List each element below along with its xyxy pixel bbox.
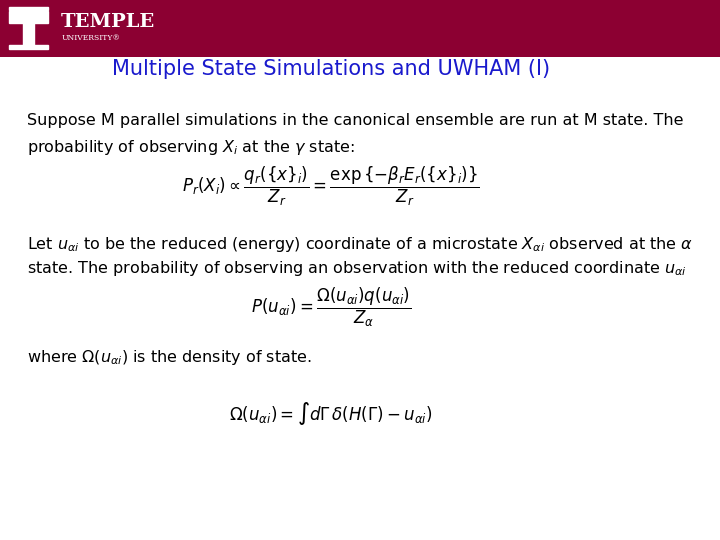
Text: $P_r(X_i)\propto\dfrac{q_r(\{x\}_i)}{Z_r} = \dfrac{\exp\{-\beta_r E_r(\{x\}_i)\}: $P_r(X_i)\propto\dfrac{q_r(\{x\}_i)}{Z_r… <box>182 165 480 208</box>
Text: $P(u_{\alpha i}) = \dfrac{\Omega(u_{\alpha i})q(u_{\alpha i})}{Z_\alpha}$: $P(u_{\alpha i}) = \dfrac{\Omega(u_{\alp… <box>251 286 411 329</box>
Bar <box>22 23 35 48</box>
Text: probability of observing $X_i$ at the $\gamma$ state:: probability of observing $X_i$ at the $\… <box>27 138 356 157</box>
Bar <box>9 11 48 23</box>
Text: TEMPLE: TEMPLE <box>61 13 156 31</box>
Bar <box>9 45 48 49</box>
Text: Suppose M parallel simulations in the canonical ensemble are run at M state. The: Suppose M parallel simulations in the ca… <box>27 113 684 129</box>
Text: where $\Omega(u_{\alpha i})$ is the density of state.: where $\Omega(u_{\alpha i})$ is the dens… <box>27 348 312 367</box>
Bar <box>9 7 48 10</box>
Text: $\Omega(u_{\alpha i}) = \int d\Gamma\,\delta(H(\Gamma) - u_{\alpha i})$: $\Omega(u_{\alpha i}) = \int d\Gamma\,\d… <box>230 400 433 427</box>
Text: UNIVERSITY®: UNIVERSITY® <box>61 34 120 42</box>
Text: Let $u_{\alpha i}$ to be the reduced (energy) coordinate of a microstate $X_{\al: Let $u_{\alpha i}$ to be the reduced (en… <box>27 235 693 254</box>
Bar <box>0 0 720 57</box>
Text: state. The probability of observing an observation with the reduced coordinate $: state. The probability of observing an o… <box>27 259 687 278</box>
Text: Multiple State Simulations and UWHAM (I): Multiple State Simulations and UWHAM (I) <box>112 58 550 79</box>
